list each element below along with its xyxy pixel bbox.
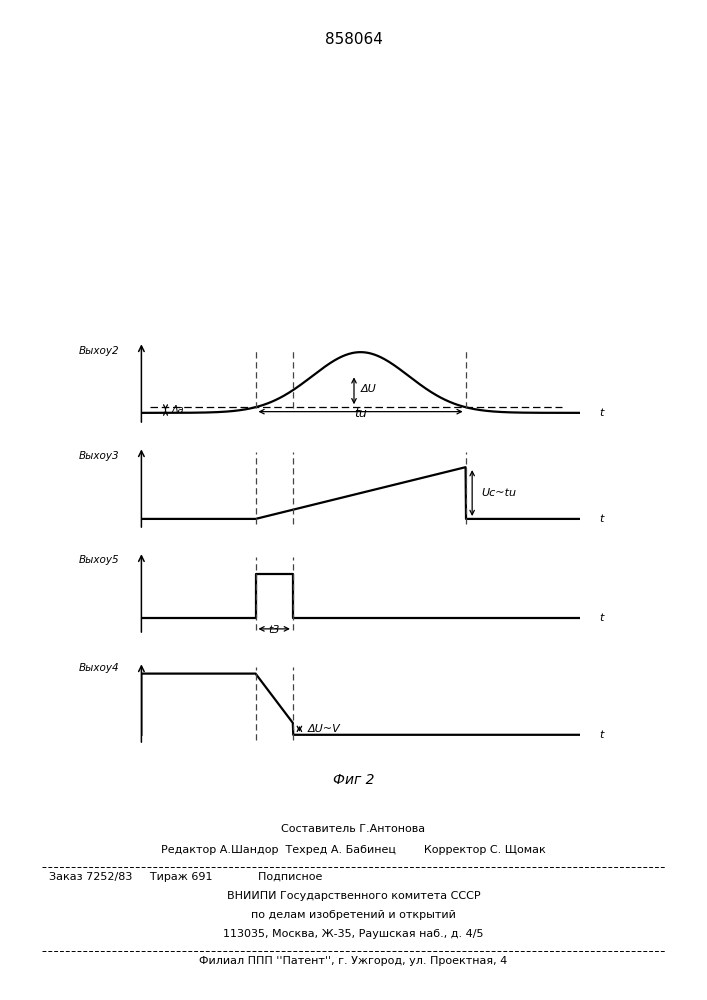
- Text: ВНИИПИ Государственного комитета СССР: ВНИИПИ Государственного комитета СССР: [227, 891, 480, 901]
- Text: Выхоу5: Выхоу5: [79, 555, 119, 565]
- Text: Выхоу3: Выхоу3: [79, 451, 119, 461]
- Text: ΔU~V: ΔU~V: [308, 724, 341, 734]
- Text: Составитель Г.Антонова: Составитель Г.Антонова: [281, 824, 426, 834]
- Text: Uc~tu: Uc~tu: [481, 488, 516, 498]
- Text: t3: t3: [269, 625, 280, 635]
- Text: t: t: [600, 408, 604, 418]
- Text: Заказ 7252/83     Тираж 691             Подписное: Заказ 7252/83 Тираж 691 Подписное: [49, 872, 323, 882]
- Text: 113035, Москва, Ж-35, Раушская наб., д. 4/5: 113035, Москва, Ж-35, Раушская наб., д. …: [223, 929, 484, 939]
- Text: Выхоу4: Выхоу4: [79, 663, 119, 673]
- Text: по делам изобретений и открытий: по делам изобретений и открытий: [251, 910, 456, 920]
- Text: t: t: [600, 730, 604, 740]
- Text: Редактор А.Шандор  Техред А. Бабинец        Корректор С. Щомак: Редактор А.Шандор Техред А. Бабинец Корр…: [161, 845, 546, 855]
- Text: tu: tu: [354, 407, 367, 420]
- Text: Δa: Δa: [172, 405, 185, 415]
- Text: t: t: [600, 514, 604, 524]
- Text: ΔU: ΔU: [361, 384, 376, 394]
- Text: Выхоу2: Выхоу2: [79, 346, 119, 356]
- Text: Фиг 2: Фиг 2: [333, 773, 374, 787]
- Text: 858064: 858064: [325, 32, 382, 47]
- Text: t: t: [600, 613, 604, 623]
- Text: Филиал ППП ''Патент'', г. Ужгород, ул. Проектная, 4: Филиал ППП ''Патент'', г. Ужгород, ул. П…: [199, 956, 508, 966]
